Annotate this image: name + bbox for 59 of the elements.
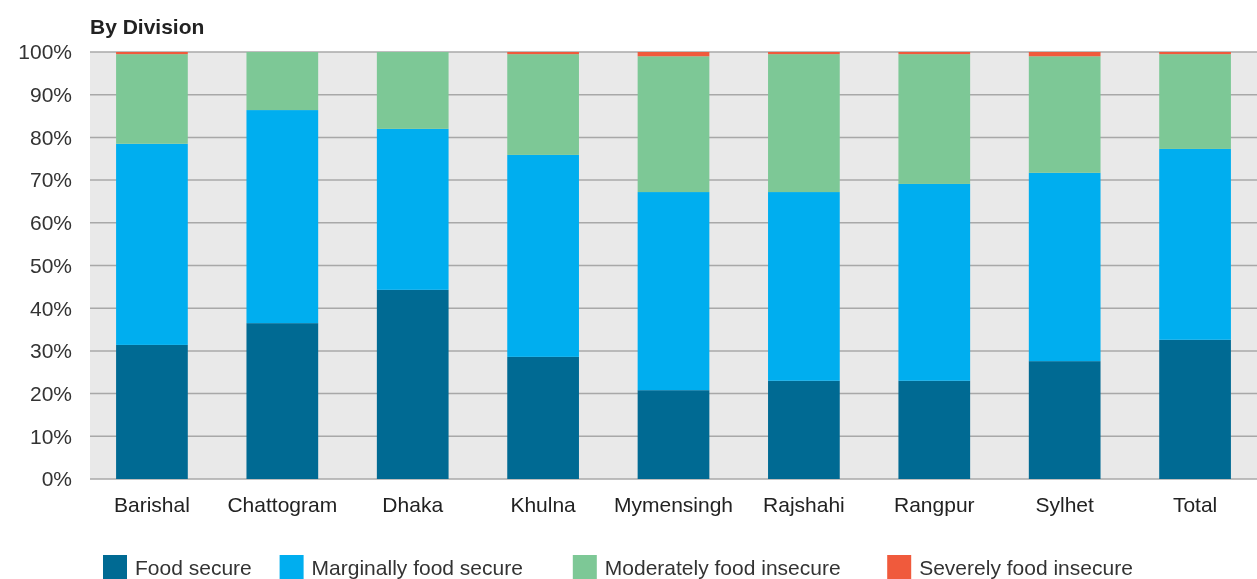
x-tick-label: Total: [1172, 493, 1218, 516]
y-tick-label: 0%: [41, 467, 72, 491]
legend-label: Marginally food secure: [311, 556, 523, 579]
bar: [1028, 172, 1101, 362]
bar: [1159, 54, 1231, 149]
bar: [898, 52, 971, 55]
x-tick-label: Rajshahi: [763, 493, 845, 516]
x-tick-label: Chattogram: [227, 493, 338, 516]
bar: [116, 52, 188, 55]
y-tick-label: 20%: [29, 381, 72, 405]
bar: [116, 143, 188, 345]
bar: [116, 54, 188, 144]
bar: [637, 192, 710, 391]
legend-label: Food secure: [135, 556, 252, 579]
bar: [1028, 56, 1101, 173]
bar: [507, 154, 579, 357]
bar: [507, 52, 579, 55]
bar: [376, 52, 449, 129]
chart-title: By Division: [90, 15, 205, 38]
bar: [1159, 148, 1231, 340]
bar: [768, 54, 840, 193]
bar: [637, 52, 710, 57]
bar: [507, 356, 579, 479]
x-tick-label: Sylhet: [1035, 493, 1095, 516]
y-tick-label: 90%: [29, 83, 72, 107]
y-tick-label: 80%: [29, 125, 72, 149]
y-tick-label: 70%: [29, 168, 72, 192]
bar: [768, 380, 840, 479]
bar: [376, 289, 449, 479]
bar: [1028, 52, 1101, 57]
x-tick-label: Barishal: [114, 493, 190, 516]
bar: [768, 52, 840, 55]
bar: [246, 52, 319, 111]
x-tick-label: Rangpur: [894, 493, 975, 516]
bar: [246, 323, 319, 479]
bar: [637, 390, 710, 479]
legend-label: Moderately food insecure: [604, 556, 841, 579]
y-tick-label: 10%: [29, 424, 72, 448]
bar: [768, 192, 840, 381]
bar: [898, 380, 971, 479]
bar: [376, 128, 449, 290]
x-tick-label: Khulna: [510, 493, 577, 516]
bar: [246, 110, 319, 324]
y-tick-label: 40%: [29, 296, 72, 320]
bar: [1028, 361, 1101, 479]
y-tick-label: 30%: [29, 339, 72, 363]
bar: [898, 183, 971, 381]
y-tick-label: 60%: [29, 211, 72, 235]
bar: [637, 56, 710, 193]
x-tick-label: Mymensingh: [613, 493, 734, 516]
bar: [1159, 339, 1231, 479]
bar: [507, 54, 579, 155]
y-tick-label: 50%: [29, 253, 72, 277]
legend-label: Severely food insecure: [919, 556, 1133, 579]
y-tick-label: 100%: [18, 40, 72, 64]
bar: [898, 54, 971, 184]
bar: [116, 344, 188, 479]
bar: [1159, 52, 1231, 55]
x-tick-label: Dhaka: [382, 493, 444, 516]
